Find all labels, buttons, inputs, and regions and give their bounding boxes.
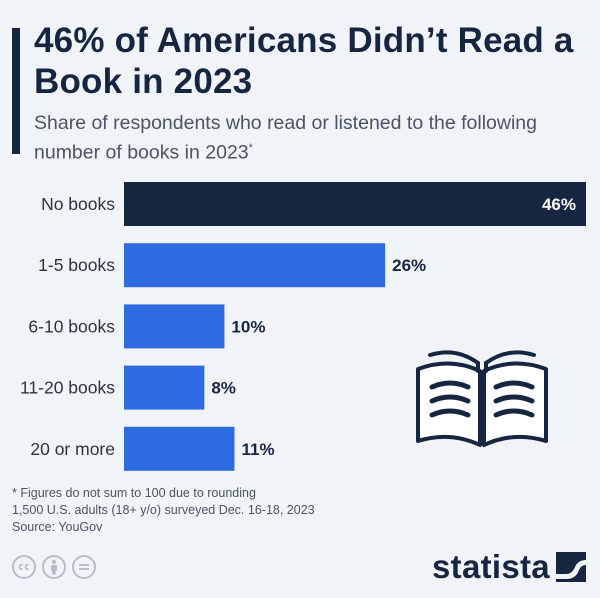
value-label-2: 26% [392, 256, 426, 275]
chart-title: 46% of Americans Didn’t Read a Book in 2… [34, 21, 574, 101]
value-label-1: 46% [542, 195, 576, 214]
creative-commons-icon[interactable] [12, 555, 36, 579]
footnote-survey: 1,500 U.S. adults (18+ y/o) surveyed Dec… [12, 502, 315, 517]
category-label-2: 1-5 books [38, 255, 115, 275]
subtitle-footnote-marker: * [248, 142, 253, 154]
bar-2 [124, 243, 386, 288]
open-book-icon [416, 350, 548, 447]
bar-3 [124, 304, 225, 349]
chart-subtitle: Share of respondents who read or listene… [34, 111, 574, 166]
statista-wordmark: statista [432, 548, 550, 585]
source-note: Source: YouGov [12, 520, 103, 534]
value-label-5: 11% [241, 440, 274, 459]
category-label-5: 20 or more [30, 439, 115, 459]
footnotes: * Figures do not sum to 100 due to round… [12, 485, 315, 518]
footnote-rounding: * Figures do not sum to 100 due to round… [12, 486, 256, 500]
bar-4 [124, 365, 205, 410]
bar-chart: No books 46% 1-5 books 26% 6-10 books 10% 11-2… [20, 182, 586, 471]
value-label-3: 10% [231, 317, 265, 336]
bar-1 [124, 182, 586, 226]
statista-logo[interactable]: statista [432, 550, 586, 584]
license-icons [12, 555, 96, 579]
bar-5 [124, 426, 235, 471]
no-derivatives-equals-icon[interactable] [72, 555, 96, 579]
category-label-3: 6-10 books [28, 316, 115, 336]
category-label-1: No books [41, 194, 115, 214]
subtitle-text: Share of respondents who read or listene… [34, 112, 537, 164]
value-label-4: 8% [211, 379, 236, 398]
attribution-person-icon[interactable] [42, 555, 66, 579]
title-accent-bar [12, 28, 20, 154]
statista-logo-mark-icon [555, 552, 586, 582]
category-label-4: 11-20 books [20, 378, 115, 398]
